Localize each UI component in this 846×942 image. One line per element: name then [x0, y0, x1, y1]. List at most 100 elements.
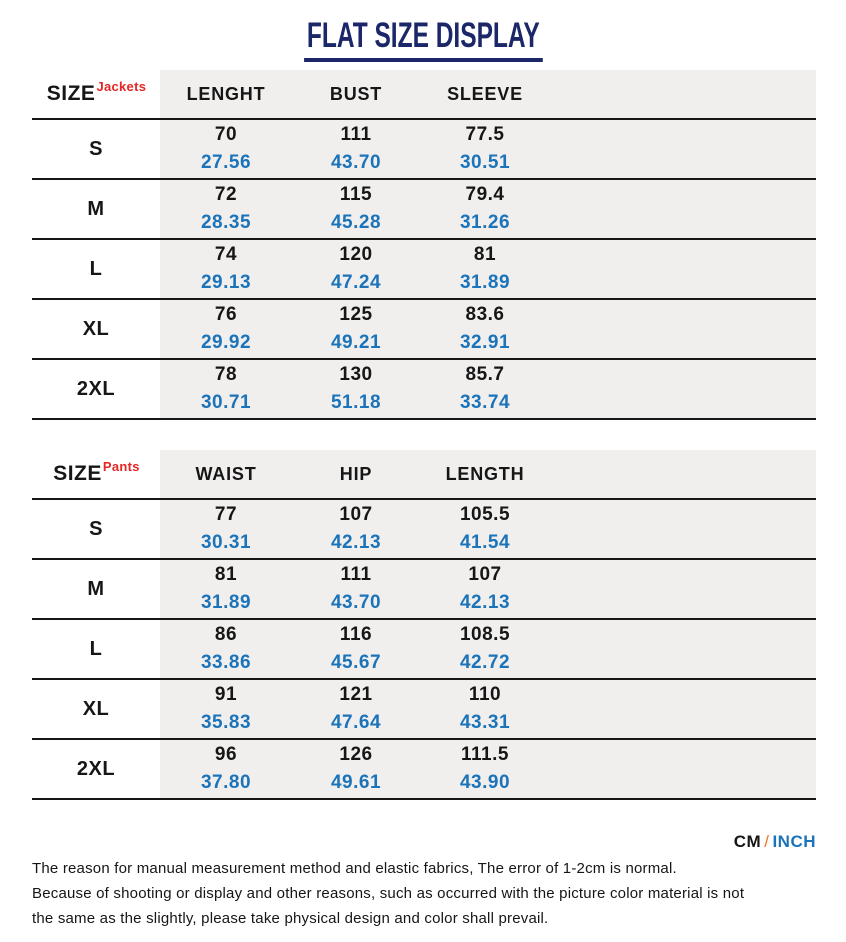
table-filler: [550, 500, 816, 558]
measurement-cell: 105.5 41.54: [420, 500, 550, 558]
measurement-cell: 111.5 43.90: [420, 740, 550, 798]
cm-value: 130: [339, 364, 373, 385]
table-row-pants-2xl: 2XL 96 37.80 126 49.61 111.5 43.90: [32, 740, 816, 800]
cm-value: 74: [214, 244, 238, 265]
measurement-cell: 130 51.18: [292, 360, 420, 418]
size-label: XL: [32, 300, 160, 358]
size-label: M: [32, 180, 160, 238]
inch-value: 49.61: [330, 772, 382, 793]
inch-value: 41.54: [459, 532, 511, 553]
measurement-cell: 77 30.31: [160, 500, 292, 558]
pants-header-row: SIZE Pants WAIST HIP LENGTH: [32, 450, 816, 500]
measurement-cell: 83.6 32.91: [420, 300, 550, 358]
measurement-cell: 111 43.70: [292, 560, 420, 618]
jackets-size-header-cell: SIZE Jackets: [32, 70, 160, 118]
table-filler: [550, 180, 816, 238]
column-header-length: LENGTH: [420, 450, 550, 498]
measurement-cell: 108.5 42.72: [420, 620, 550, 678]
table-filler: [550, 680, 816, 738]
inch-value: 51.18: [330, 392, 382, 413]
inch-value: 29.13: [200, 272, 252, 293]
measurement-cell: 121 47.64: [292, 680, 420, 738]
cm-unit-label: CM: [733, 832, 762, 851]
jackets-header-row: SIZE Jackets LENGHT BUST SLEEVE: [32, 70, 816, 120]
size-label: L: [32, 240, 160, 298]
cm-value: 110: [468, 684, 502, 705]
measurement-cell: 81 31.89: [160, 560, 292, 618]
cm-value: 107: [468, 564, 502, 585]
table-filler: [550, 300, 816, 358]
cm-value: 108.5: [459, 624, 511, 645]
inch-value: 43.90: [459, 772, 511, 793]
measurement-cell: 125 49.21: [292, 300, 420, 358]
measurement-cell: 78 30.71: [160, 360, 292, 418]
table-filler: [550, 70, 816, 118]
cm-value: 83.6: [465, 304, 505, 325]
category-superscript-pants: Pants: [102, 458, 140, 474]
measurement-cell: 116 45.67: [292, 620, 420, 678]
measurement-cell: 79.4 31.26: [420, 180, 550, 238]
page-title: FLAT SIZE DISPLAY: [303, 16, 543, 62]
size-label: 2XL: [32, 740, 160, 798]
measurement-cell: 85.7 33.74: [420, 360, 550, 418]
inch-value: 43.70: [330, 152, 382, 173]
table-filler: [550, 740, 816, 798]
inch-value: 47.24: [330, 272, 382, 293]
inch-value: 33.74: [459, 392, 511, 413]
inch-value: 32.91: [459, 332, 511, 353]
inch-value: 28.35: [200, 212, 252, 233]
table-row-jackets-2xl: 2XL 78 30.71 130 51.18 85.7 33.74: [32, 360, 816, 420]
inch-value: 33.86: [200, 652, 252, 673]
measurement-cell: 111 43.70: [292, 120, 420, 178]
cm-value: 111: [340, 564, 372, 585]
cm-value: 77: [214, 504, 238, 525]
column-header-waist: WAIST: [160, 450, 292, 498]
size-header-label: SIZE: [46, 82, 96, 105]
table-filler: [550, 560, 816, 618]
inch-value: 29.92: [200, 332, 252, 353]
size-label: 2XL: [32, 360, 160, 418]
inch-value: 30.71: [200, 392, 252, 413]
cm-value: 116: [339, 624, 373, 645]
inch-value: 35.83: [200, 712, 252, 733]
cm-value: 121: [339, 684, 373, 705]
column-header-hip: HIP: [292, 450, 420, 498]
cm-value: 120: [339, 244, 373, 265]
inch-value: 43.70: [330, 592, 382, 613]
measurement-cell: 74 29.13: [160, 240, 292, 298]
size-label: XL: [32, 680, 160, 738]
units-legend: CM / INCH: [734, 832, 816, 852]
cm-value: 107: [339, 504, 373, 525]
cm-value: 115: [339, 184, 373, 205]
size-header-label: SIZE: [53, 462, 102, 485]
cm-value: 81: [473, 244, 497, 265]
measurement-cell: 115 45.28: [292, 180, 420, 238]
cm-value: 96: [214, 744, 238, 765]
table-filler: [550, 120, 816, 178]
disclaimer-text: The reason for manual measurement method…: [32, 856, 828, 931]
table-filler: [550, 360, 816, 418]
cm-value: 111: [340, 124, 372, 145]
cm-value: 85.7: [465, 364, 505, 385]
cm-value: 105.5: [459, 504, 511, 525]
inch-unit-label: INCH: [772, 832, 816, 851]
measurement-cell: 70 27.56: [160, 120, 292, 178]
column-header-sleeve: SLEEVE: [420, 70, 550, 118]
measurement-cell: 110 43.31: [420, 680, 550, 738]
measurement-cell: 76 29.92: [160, 300, 292, 358]
measurement-cell: 91 35.83: [160, 680, 292, 738]
size-label: M: [32, 560, 160, 618]
disclaimer-line-3: the same as the slightly, please take ph…: [32, 910, 549, 927]
jackets-size-table: SIZE Jackets LENGHT BUST SLEEVE S 70 27.5…: [32, 70, 816, 420]
measurement-cell: 77.5 30.51: [420, 120, 550, 178]
table-row-pants-l: L 86 33.86 116 45.67 108.5 42.72: [32, 620, 816, 680]
inch-value: 31.89: [200, 592, 252, 613]
table-row-jackets-l: L 74 29.13 120 47.24 81 31.89: [32, 240, 816, 300]
inch-value: 45.67: [330, 652, 382, 673]
inch-value: 42.72: [459, 652, 511, 673]
cm-value: 91: [214, 684, 238, 705]
table-row-pants-s: S 77 30.31 107 42.13 105.5 41.54: [32, 500, 816, 560]
size-label: S: [32, 120, 160, 178]
inch-value: 47.64: [330, 712, 382, 733]
measurement-cell: 81 31.89: [420, 240, 550, 298]
